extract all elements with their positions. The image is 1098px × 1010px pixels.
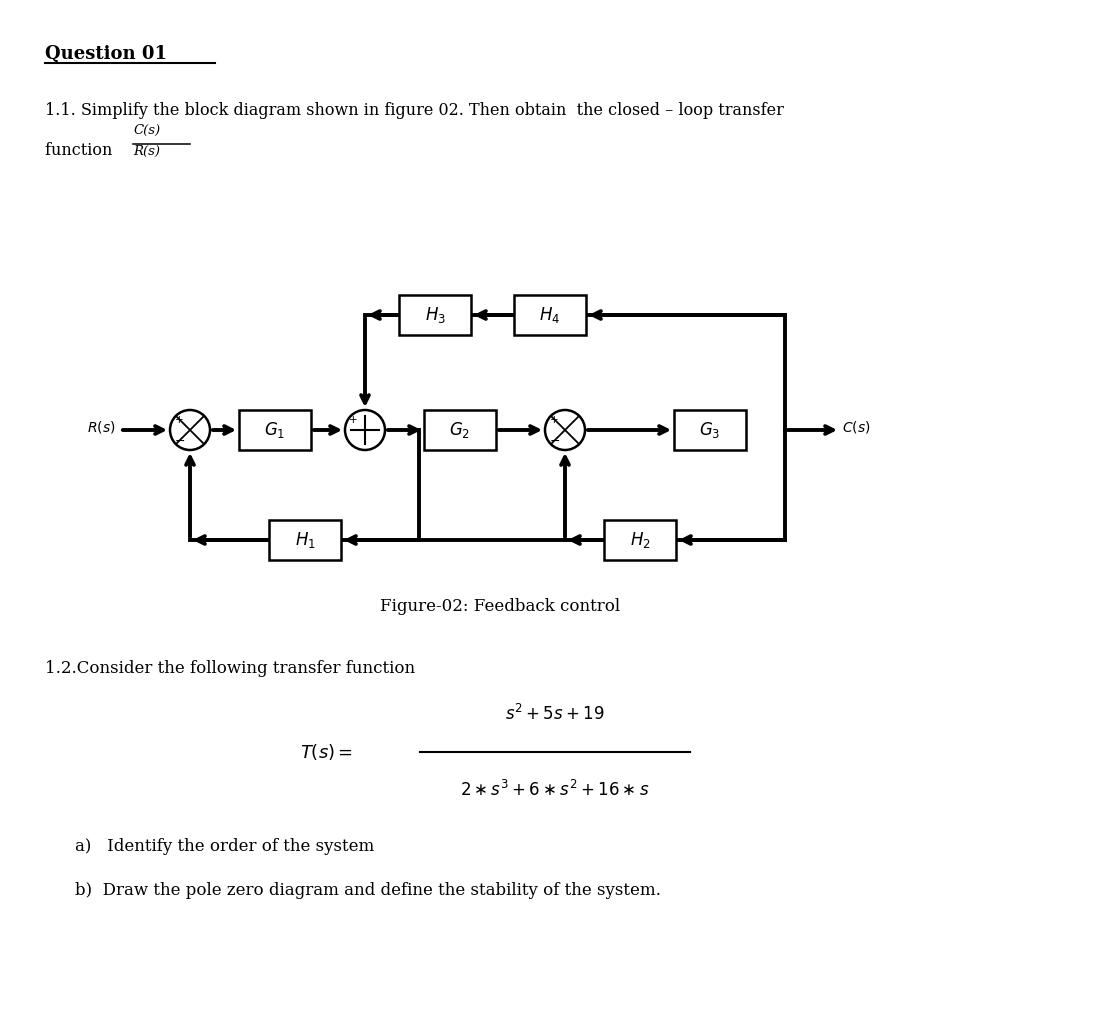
Bar	[514, 295, 586, 335]
Text: a)   Identify the order of the system: a) Identify the order of the system	[75, 838, 374, 855]
Circle shape	[545, 410, 585, 450]
Bar	[424, 410, 496, 450]
Bar	[604, 520, 676, 560]
Text: −: −	[550, 434, 560, 447]
Text: $H_2$: $H_2$	[629, 530, 650, 550]
Text: Question 01: Question 01	[45, 45, 167, 63]
Text: 1.1. Simplify the block diagram shown in figure 02. Then obtain  the closed – lo: 1.1. Simplify the block diagram shown in…	[45, 102, 784, 119]
Text: $C(s)$: $C(s)$	[842, 419, 871, 435]
Text: $R(s)$: $R(s)$	[87, 419, 115, 435]
Text: $H_3$: $H_3$	[425, 305, 446, 325]
Text: Figure-02: Feedback control: Figure-02: Feedback control	[380, 598, 620, 615]
Circle shape	[345, 410, 385, 450]
Text: C(s): C(s)	[133, 123, 160, 136]
Text: −: −	[175, 434, 186, 447]
Text: function: function	[45, 142, 117, 159]
Text: $G_1$: $G_1$	[265, 420, 285, 440]
Bar	[399, 295, 471, 335]
Text: $T(s) =$: $T(s) =$	[300, 742, 354, 762]
Text: 1.2.Consider the following transfer function: 1.2.Consider the following transfer func…	[45, 660, 415, 677]
Bar	[239, 410, 311, 450]
Text: b)  Draw the pole zero diagram and define the stability of the system.: b) Draw the pole zero diagram and define…	[75, 882, 661, 899]
Text: +: +	[349, 415, 357, 425]
Text: $2 \ast s^3 + 6 \ast s^2 + 16 \ast s$: $2 \ast s^3 + 6 \ast s^2 + 16 \ast s$	[460, 780, 650, 800]
Text: +: +	[175, 415, 183, 425]
Text: $H_4$: $H_4$	[539, 305, 561, 325]
Text: $G_2$: $G_2$	[449, 420, 471, 440]
Text: $s^2 + 5s + 19$: $s^2 + 5s + 19$	[505, 704, 605, 724]
Text: $H_1$: $H_1$	[294, 530, 315, 550]
Bar	[269, 520, 341, 560]
Text: +: +	[550, 415, 558, 425]
Bar	[674, 410, 746, 450]
Text: $G_3$: $G_3$	[699, 420, 720, 440]
Text: R(s): R(s)	[133, 144, 160, 158]
Circle shape	[170, 410, 210, 450]
